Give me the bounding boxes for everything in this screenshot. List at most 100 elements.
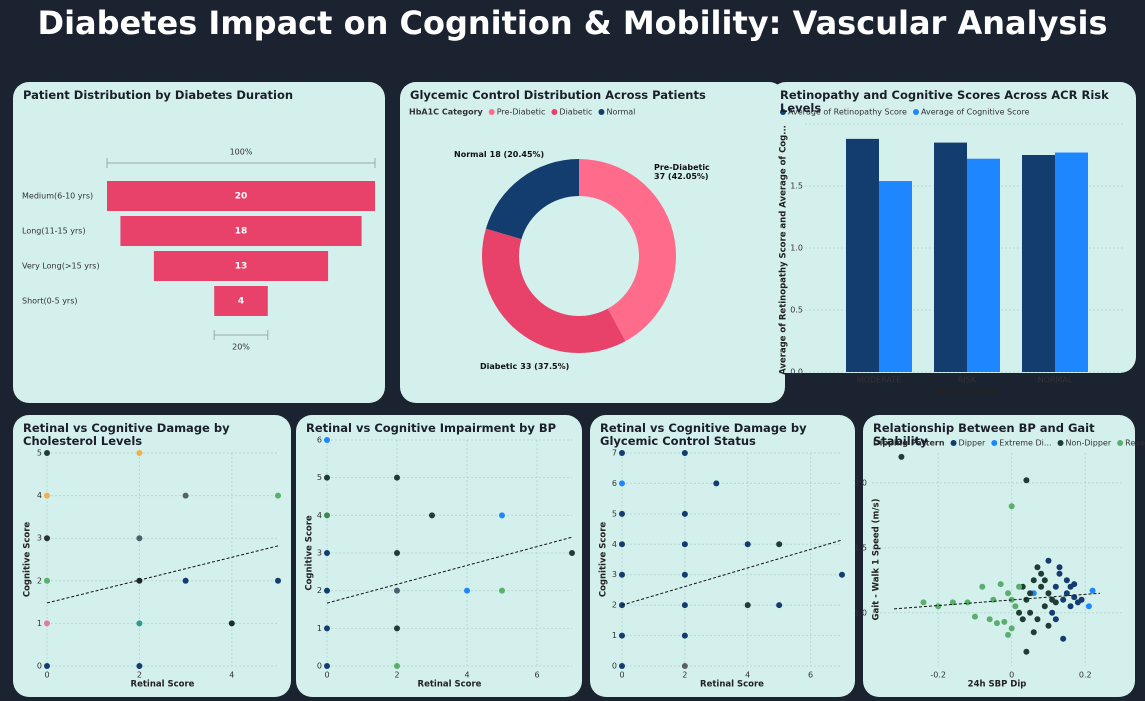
y-tick-label: 2 [612,601,617,610]
pie-slice [579,159,676,342]
chart-title: Retinopathy and Cognitive Scores Across … [780,88,1109,115]
scatter-point [324,437,330,443]
value-label: 18 [235,227,248,237]
dashboard-title: Diabetes Impact on Cognition & Mobility:… [37,4,1108,42]
y-tick-label: 3 [37,534,42,543]
scatter-point [1023,477,1030,484]
scatter-point [1027,609,1034,616]
scatter-point [776,602,783,609]
legend-title: Dipping Pattern [873,439,945,448]
scatter-point [1008,625,1015,632]
legend-marker [950,440,957,446]
scatter-point [136,450,143,456]
funnel-bar [107,181,375,211]
y-tick-label: 7 [612,449,617,458]
y-axis-title: Average of Retinopathy Score and Average… [779,125,789,375]
scatter-point [394,474,400,481]
y-tick-label: 3 [317,549,322,558]
data-label-category: Diabetic [480,362,518,371]
scatter-point [1005,590,1012,597]
scatter-point [971,613,978,620]
y-tick-label: 2 [37,576,42,585]
y-tick-label: 6 [612,479,617,488]
bar [879,181,912,372]
x-tick-label: 4 [464,671,469,680]
x-tick-label: 0 [1009,671,1014,680]
scatter-point [1023,648,1030,655]
chart-title: Retinal vs Cognitive Damage by Glycemic … [600,421,807,448]
scatter-point [1052,616,1059,623]
scatter-point [1038,583,1045,590]
legend-marker [780,109,786,115]
scatter-point [499,512,505,519]
legend-marker [488,109,495,115]
funnel-bar [120,216,362,246]
y-tick-label: 2.0 [854,478,867,487]
scatter-point [713,480,720,487]
legend-marker [912,109,919,115]
scatter-point [619,541,625,548]
x-tick-label: MODERATE [857,376,901,385]
scatter-point [994,620,1000,627]
percent-label: 20% [232,343,250,352]
data-label: Normal 18 (20.45%) [454,150,544,159]
x-tick-label: 6 [534,671,539,680]
x-axis-title: 24h SBP Dip [968,680,1027,690]
scatter-point [394,550,400,556]
scatter-point [839,571,845,578]
y-tick-label: 1 [317,624,322,633]
value-label: 4 [238,297,244,307]
legend-marker [598,109,605,115]
legend-label: Average of Cognitive Score [921,108,1030,117]
y-tick-label: 3 [612,570,617,579]
y-tick-label: 5 [612,509,617,518]
scatter-point [935,603,942,610]
bar [934,142,967,372]
legend-label: Extreme Di... [999,439,1051,448]
data-label-category: Pre-Diabetic [654,163,710,172]
legend-label: Diabetic [559,108,592,117]
scatter-point [1041,577,1048,584]
pie-slice [481,228,626,353]
y-tick-label: 1 [37,619,42,628]
legend-label: Non-Dipper [1066,439,1112,448]
bar [1055,152,1088,372]
scatter-point [499,587,505,594]
scatter-point [44,450,50,456]
card [863,415,1135,697]
y-tick-label: 6 [317,436,322,445]
scatter-point [619,480,625,487]
chart-title: Retinal vs Cognitive Impairment by BP [306,421,557,435]
scatter-point [275,577,281,584]
scatter-point [1045,557,1052,564]
scatter-point [324,512,330,519]
y-tick-label: 0.5 [790,306,803,315]
card [590,415,855,697]
data-label-category: Normal [454,150,487,159]
bar [1022,155,1055,372]
y-tick-label: 0 [612,662,617,671]
x-tick-label: 0.2 [1079,671,1092,680]
y-axis-title: Cognitive Score [23,522,33,598]
category-label: Very Long(>15 yrs) [22,262,100,271]
card [296,415,582,697]
scatter-point [394,625,400,632]
legend-label: Dipper [959,439,986,448]
scatter-point [1045,590,1052,597]
y-axis-title: Gait - Walk 1 Speed (m/s) [872,498,882,620]
scatter-point [1016,583,1023,590]
scatter-point [997,581,1004,588]
scatter-point [1001,618,1008,625]
scatter-point [681,450,688,456]
scatter-point [1063,577,1070,584]
scatter-point [1012,603,1019,610]
scatter-point [324,663,330,669]
scatter-point [776,541,783,548]
scatter-point [44,492,50,499]
percent-bracket [213,330,269,340]
scatter-point [182,492,189,499]
bar [846,138,879,372]
data-label-value: 37 (42.05%) [654,172,709,181]
scatter-point [1089,587,1096,594]
scatter-point [1063,590,1070,597]
